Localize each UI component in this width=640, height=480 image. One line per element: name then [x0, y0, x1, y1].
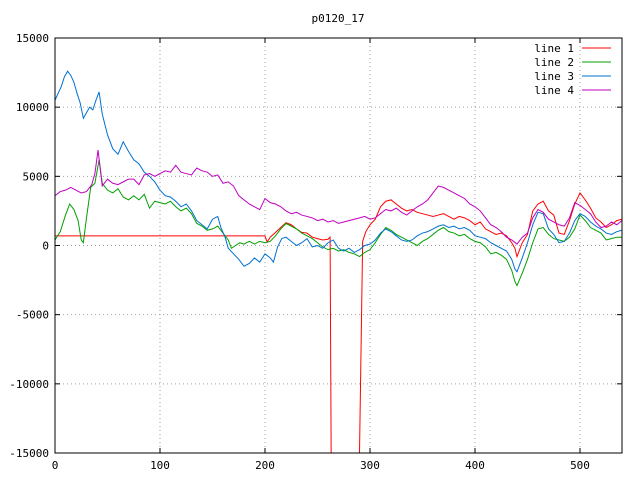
- series-line-2: [55, 159, 622, 287]
- axis-ticks: 0 100 200 300 400 500 -15000 -10000 -5000 0 5000 10…: [9, 32, 622, 472]
- chart-title: p0120_17: [312, 12, 365, 25]
- legend-label-1: line 1: [534, 42, 574, 55]
- y-tick-label: 5000: [23, 170, 50, 183]
- series-line-1: [55, 191, 622, 453]
- plot-frame: [54, 37, 623, 454]
- y-tick-label: -5000: [16, 309, 49, 322]
- grid: [55, 38, 622, 453]
- legend-label-4: line 4: [534, 84, 574, 97]
- x-tick-label: 100: [150, 459, 170, 472]
- legend-label-3: line 3: [534, 70, 574, 83]
- x-tick-label: 300: [360, 459, 380, 472]
- x-tick-label: 200: [255, 459, 275, 472]
- x-tick-label: 400: [465, 459, 485, 472]
- y-tick-label: 0: [42, 240, 49, 253]
- y-tick-label: 10000: [16, 101, 49, 114]
- series-line-3: [55, 70, 622, 273]
- legend-label-2: line 2: [534, 56, 574, 69]
- y-tick-label: -15000: [9, 447, 49, 460]
- x-tick-label: 0: [52, 459, 59, 472]
- y-tick-label: -10000: [9, 378, 49, 391]
- series-line-4: [55, 149, 622, 245]
- x-tick-label: 500: [570, 459, 590, 472]
- series-lines: [55, 70, 622, 453]
- y-tick-label: 15000: [16, 32, 49, 45]
